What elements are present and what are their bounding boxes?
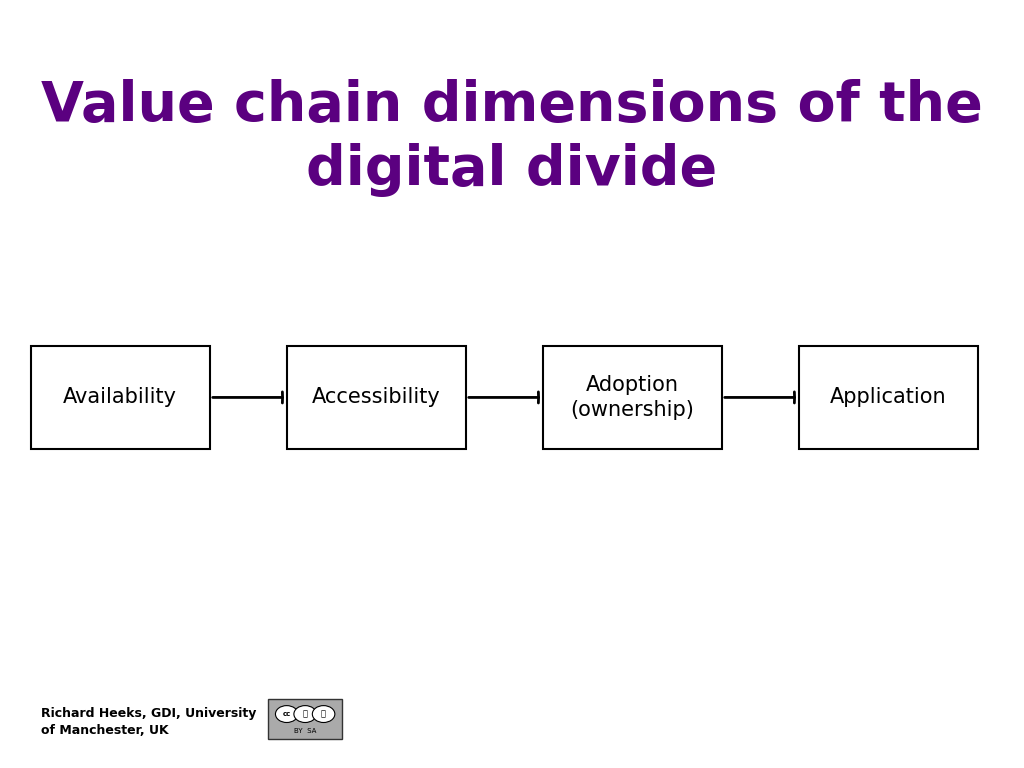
Text: cc: cc <box>283 711 291 717</box>
Bar <box>543 346 722 449</box>
Circle shape <box>294 706 316 723</box>
Text: BY  SA: BY SA <box>294 728 316 734</box>
Text: Application: Application <box>830 387 946 408</box>
Text: Availability: Availability <box>63 387 177 408</box>
Circle shape <box>275 706 298 723</box>
Text: Ⓢ: Ⓢ <box>322 710 326 719</box>
Bar <box>268 699 342 739</box>
Text: Richard Heeks, GDI, University
of Manchester, UK: Richard Heeks, GDI, University of Manche… <box>41 707 256 737</box>
Bar <box>287 346 466 449</box>
Text: Accessibility: Accessibility <box>312 387 440 408</box>
Bar <box>799 346 978 449</box>
Circle shape <box>312 706 335 723</box>
Bar <box>31 346 210 449</box>
Text: Adoption
(ownership): Adoption (ownership) <box>570 375 694 420</box>
Text: Value chain dimensions of the
digital divide: Value chain dimensions of the digital di… <box>41 79 983 197</box>
Text: ⓘ: ⓘ <box>303 710 307 719</box>
